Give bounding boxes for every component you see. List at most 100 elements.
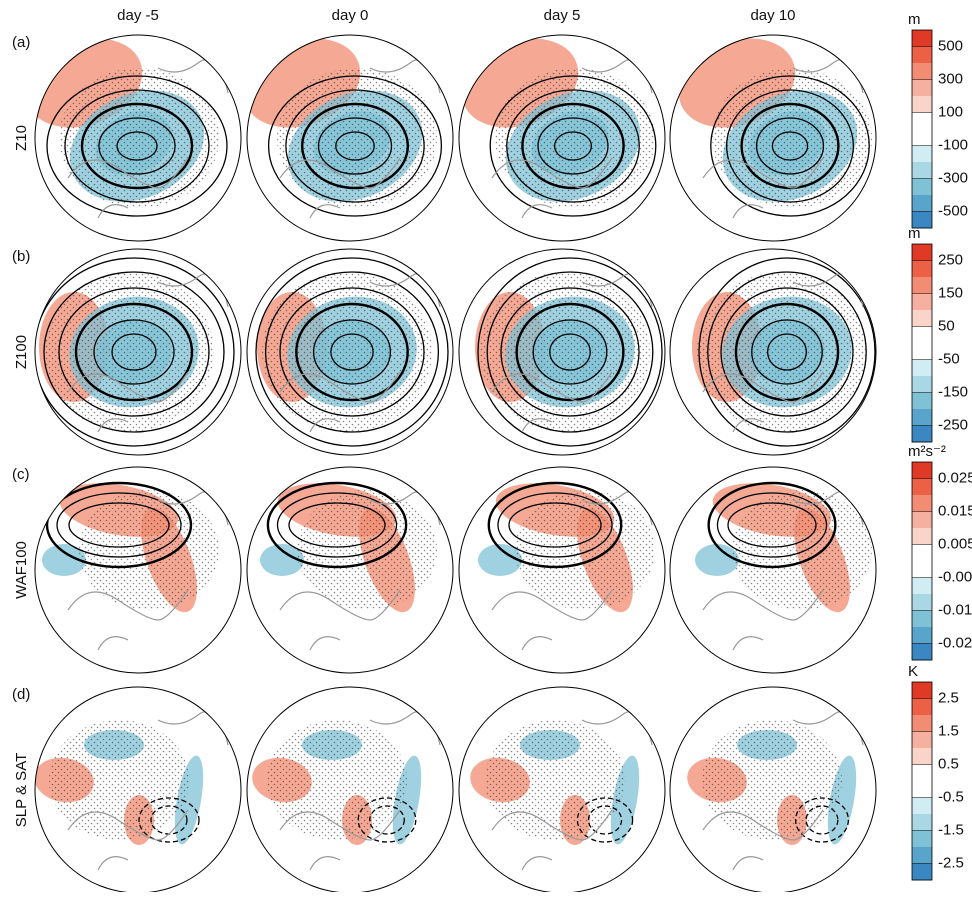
contour bbox=[805, 805, 839, 835]
panel-letter: (a) bbox=[12, 34, 30, 51]
contour bbox=[766, 333, 808, 371]
contour bbox=[698, 257, 876, 447]
colorbar-tick-label: 0.015 bbox=[938, 502, 972, 519]
colorbar-frame bbox=[911, 243, 933, 443]
colorbar-segment bbox=[912, 715, 932, 732]
polar-map bbox=[35, 257, 235, 447]
map-boundary bbox=[34, 466, 242, 674]
colorbar-tick-label: 300 bbox=[938, 70, 963, 87]
contour bbox=[369, 805, 405, 835]
row-label: Z100 bbox=[13, 335, 30, 369]
colorbar-tick-label: 1.5 bbox=[938, 722, 959, 739]
map-boundary bbox=[669, 34, 877, 242]
contour bbox=[255, 257, 449, 447]
polar-map bbox=[42, 481, 229, 651]
contour bbox=[576, 797, 634, 843]
colorbar-segment bbox=[912, 46, 932, 64]
colorbar-segment bbox=[912, 162, 932, 179]
map-boundary bbox=[458, 34, 666, 242]
contour bbox=[710, 75, 870, 217]
map-boundary bbox=[458, 466, 666, 674]
row-label: WAF100 bbox=[13, 541, 30, 599]
contour bbox=[734, 302, 840, 402]
polar-map bbox=[461, 38, 657, 219]
contour bbox=[489, 75, 657, 217]
contour bbox=[46, 75, 228, 217]
map-boundary bbox=[458, 248, 666, 456]
contour bbox=[508, 502, 602, 548]
contour bbox=[317, 117, 393, 175]
contour bbox=[537, 117, 609, 175]
colorbar-unit: m²s⁻² bbox=[908, 443, 946, 460]
colorbar-segment bbox=[912, 96, 932, 113]
contour bbox=[266, 481, 408, 569]
stippling bbox=[267, 720, 407, 840]
colorbar-segment bbox=[912, 211, 932, 229]
colorbar-tick-label: -0.015 bbox=[938, 601, 972, 618]
contour bbox=[497, 492, 613, 558]
colorbar-segment bbox=[912, 478, 932, 496]
row-label: Z10 bbox=[13, 125, 30, 151]
contour bbox=[549, 333, 591, 371]
colorbar-tick-label: -100 bbox=[938, 136, 968, 153]
contour bbox=[295, 302, 409, 402]
colorbar-segment bbox=[912, 178, 932, 196]
colorbar-segment bbox=[912, 79, 932, 97]
polar-map bbox=[678, 38, 872, 219]
contour bbox=[58, 287, 210, 417]
column-title: day 10 bbox=[750, 7, 795, 24]
colorbar-segment bbox=[912, 462, 932, 479]
contour bbox=[35, 257, 235, 447]
contour bbox=[43, 271, 225, 433]
map-boundary bbox=[246, 466, 454, 674]
contour bbox=[553, 131, 593, 161]
contour bbox=[93, 319, 175, 385]
stippling bbox=[702, 720, 842, 840]
colorbar-unit: m bbox=[908, 225, 921, 242]
contour bbox=[515, 302, 625, 402]
colorbar-tick-label: -1.5 bbox=[938, 821, 964, 838]
colorbar-tick-label: -0.005 bbox=[938, 568, 972, 585]
contour bbox=[500, 287, 640, 417]
contour bbox=[532, 319, 608, 385]
colorbar-segment bbox=[912, 359, 932, 377]
colorbar-tick-label: -300 bbox=[938, 169, 968, 186]
contour bbox=[279, 287, 425, 417]
colorbar-segment bbox=[912, 112, 932, 130]
colorbar-tick-label: 50 bbox=[938, 317, 955, 334]
shading bbox=[392, 755, 422, 845]
colorbar-tick-label: 100 bbox=[938, 103, 963, 120]
contour bbox=[264, 271, 440, 433]
contour bbox=[330, 333, 374, 371]
polar-map bbox=[35, 38, 229, 219]
stippling bbox=[49, 720, 189, 840]
colorbar-tick-label: 0.005 bbox=[938, 535, 972, 552]
colorbar-tick-label: 0.5 bbox=[938, 755, 959, 772]
colorbar-segment bbox=[912, 731, 932, 749]
colorbar-segment bbox=[912, 781, 932, 798]
colorbar-tick-label: -0.025 bbox=[938, 634, 972, 651]
colorbar-tick-label: -250 bbox=[938, 416, 968, 433]
colorbar-segment bbox=[912, 830, 932, 848]
contour bbox=[486, 271, 654, 433]
colorbar-segment bbox=[912, 63, 932, 80]
colorbar-tick-label: 2.5 bbox=[938, 689, 959, 706]
contour bbox=[725, 89, 855, 203]
colorbar-segment bbox=[912, 260, 932, 278]
contour bbox=[794, 797, 850, 843]
colorbar-segment bbox=[912, 392, 932, 410]
colorbar-unit: K bbox=[908, 663, 918, 680]
colorbar-frame bbox=[911, 681, 933, 881]
column-title: day 5 bbox=[544, 7, 581, 24]
contour bbox=[771, 131, 809, 161]
colorbar-segment bbox=[912, 594, 932, 611]
polar-map bbox=[475, 257, 663, 447]
contour bbox=[116, 131, 158, 161]
contour bbox=[111, 333, 157, 371]
contour bbox=[751, 319, 823, 385]
contour bbox=[138, 797, 200, 843]
colorbar-segment bbox=[912, 577, 932, 595]
contour bbox=[56, 492, 182, 558]
colorbar-segment bbox=[912, 561, 932, 578]
